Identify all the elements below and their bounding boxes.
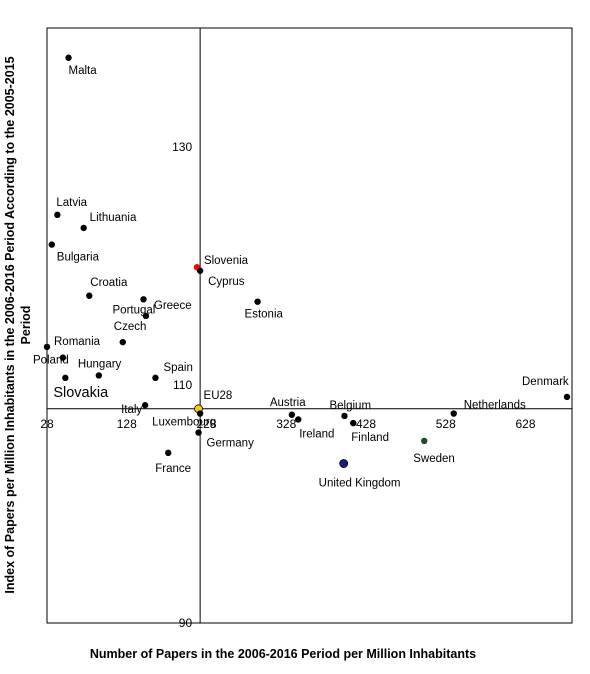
data-point-finland: [350, 419, 357, 427]
point-label-romania: Romania: [54, 336, 101, 348]
point-label-spain: Spain: [163, 362, 192, 374]
x-tick-label: 328: [276, 417, 296, 431]
point-label-germany: Germany: [207, 438, 255, 450]
point-label-united-kingdom: United Kingdom: [319, 478, 401, 490]
data-point-spain: [152, 374, 159, 382]
point-label-belgium: Belgium: [329, 400, 371, 412]
point-label-czech: Czech: [114, 321, 147, 333]
x-tick-label: 28: [40, 417, 54, 431]
data-point-greece: [142, 312, 150, 320]
data-point-ireland: [295, 416, 302, 423]
y-axis-title-line-2: Period: [19, 306, 33, 345]
data-point-estonia: [254, 298, 261, 305]
point-label-ireland: Ireland: [299, 429, 334, 441]
data-point-austria: [288, 411, 296, 418]
data-point-romania: [43, 343, 51, 351]
data-point-latvia: [54, 211, 61, 219]
data-point-sweden: [421, 437, 428, 445]
data-point-slovakia: [62, 374, 69, 382]
data-point-croatia: [86, 292, 93, 299]
data-point-belgium: [341, 412, 348, 420]
data-point-poland: [59, 354, 67, 361]
point-label-italy: Italy: [121, 404, 142, 416]
point-label-croatia: Croatia: [90, 277, 128, 289]
y-tick-label: 90: [179, 616, 193, 630]
point-label-sweden: Sweden: [413, 453, 455, 465]
x-tick-label: 628: [516, 417, 536, 431]
x-tick-label: 428: [356, 417, 376, 431]
point-label-portugal: Portugal: [113, 304, 156, 316]
point-label-latvia: Latvia: [56, 197, 87, 209]
y-tick-labels: 90 110 130: [172, 140, 192, 630]
y-tick-label: 130: [172, 140, 192, 154]
x-tick-label: 528: [436, 417, 456, 431]
data-point-luxembourg: [196, 410, 204, 417]
data-point-portugal: [140, 296, 147, 303]
y-tick-label: 110: [173, 378, 192, 392]
data-point-czech: [119, 338, 126, 346]
point-label-malta: Malta: [69, 65, 98, 77]
point-label-austria: Austria: [270, 397, 306, 409]
point-label-poland: Poland: [33, 355, 69, 367]
x-tick-label: 228: [196, 417, 216, 431]
data-point-netherlands: [450, 410, 457, 417]
point-label-luxembourg: Luxembourg: [152, 417, 216, 429]
data-point-italy: [141, 402, 149, 409]
point-label-cyprus: Cyprus: [208, 276, 245, 288]
data-point-denmark: [563, 393, 571, 401]
data-point-germany: [195, 429, 202, 436]
x-tick-label: 128: [117, 417, 137, 431]
data-point-france: [165, 449, 172, 457]
data-point-bulgaria: [48, 241, 55, 248]
data-points: [43, 54, 571, 468]
point-label-slovenia: Slovenia: [204, 255, 249, 267]
point-label-denmark: Denmark: [522, 376, 569, 388]
y-axis-title-line-1: Index of Papers per Million Inhabitants …: [3, 56, 17, 593]
point-label-lithuania: Lithuania: [90, 212, 137, 224]
x-axis-title: Number of Papers in the 2006-2016 Period…: [90, 647, 476, 661]
point-label-estonia: Estonia: [245, 309, 284, 321]
point-label-finland: Finland: [351, 432, 389, 444]
point-label-hungary: Hungary: [78, 358, 122, 370]
data-point-hungary: [95, 372, 103, 379]
point-label-slovakia: Slovakia: [53, 385, 109, 401]
data-point-cyprus: [196, 267, 204, 274]
plot-frame: [46, 27, 573, 624]
data-point-united-kingdom: [339, 459, 349, 468]
point-label-eu28: EU28: [204, 390, 233, 402]
point-label-bulgaria: Bulgaria: [57, 252, 100, 264]
data-point-malta: [65, 54, 72, 61]
point-label-france: France: [155, 463, 191, 475]
x-tick-labels: 28 128 228 328 428 528 628: [40, 417, 536, 431]
data-point-lithuania: [80, 224, 87, 232]
point-label-greece: Greece: [154, 300, 192, 312]
point-label-netherlands: Netherlands: [464, 400, 526, 412]
